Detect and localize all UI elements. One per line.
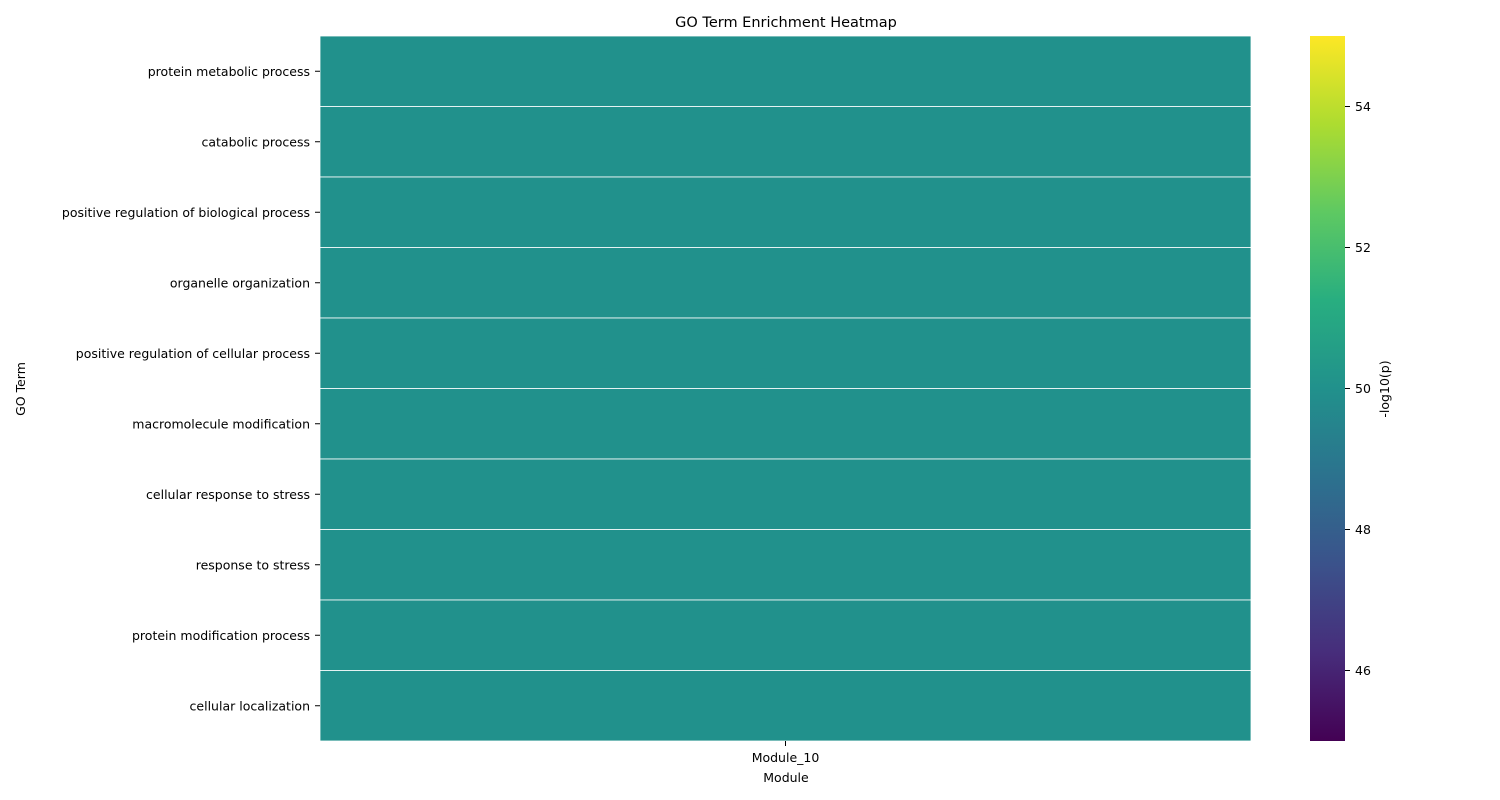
- colorbar-tick-label: 52: [1355, 240, 1371, 255]
- y-tick-label: protein metabolic process: [148, 64, 310, 79]
- heatmap-cell: [319, 458, 1252, 530]
- heatmap-cell: [319, 247, 1252, 319]
- colorbar-tick-label: 46: [1355, 663, 1371, 678]
- chart-title: GO Term Enrichment Heatmap: [675, 15, 897, 31]
- x-tick-label: Module_10: [752, 750, 820, 765]
- y-tick-label: cellular response to stress: [146, 487, 310, 502]
- heatmap-cell: [319, 388, 1252, 460]
- x-axis-ticks: Module_10: [752, 741, 820, 765]
- y-tick-label: cellular localization: [190, 698, 310, 713]
- heatmap-cell: [319, 599, 1252, 671]
- colorbar: [1310, 36, 1345, 741]
- y-axis-ticks: protein metabolic process catabolic proce…: [62, 64, 320, 713]
- y-tick-label: macromolecule modification: [132, 416, 310, 431]
- y-tick-label: response to stress: [196, 557, 310, 572]
- y-tick-label: protein modification process: [132, 628, 310, 643]
- y-tick-label: positive regulation of biological proces…: [62, 205, 310, 220]
- heatmap-cell: [319, 176, 1252, 248]
- heatmap-cell: [319, 529, 1252, 601]
- colorbar-tick-label: 54: [1355, 99, 1371, 114]
- heatmap-cell: [319, 670, 1252, 742]
- heatmap-cell: [319, 317, 1252, 389]
- colorbar-label: -log10(p): [1377, 360, 1392, 417]
- heatmap-cell: [319, 35, 1252, 107]
- heatmap-cell: [319, 106, 1252, 178]
- y-tick-label: positive regulation of cellular process: [76, 346, 310, 361]
- colorbar-tick-label: 50: [1355, 381, 1371, 396]
- y-tick-label: catabolic process: [201, 134, 310, 149]
- y-tick-label: organelle organization: [170, 275, 310, 290]
- y-axis-label: GO Term: [13, 362, 28, 416]
- colorbar-ticks: 46 48 50 52 54: [1345, 99, 1371, 678]
- x-axis-label: Module: [763, 770, 809, 785]
- heatmap-cells: [319, 35, 1252, 742]
- colorbar-tick-label: 48: [1355, 522, 1371, 537]
